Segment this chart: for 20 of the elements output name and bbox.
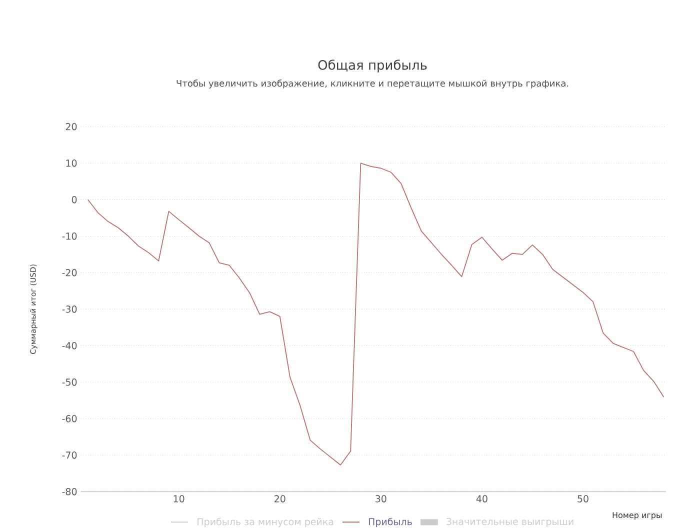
y-tick-label: -30 <box>62 306 77 313</box>
x-tick-label: 20 <box>274 495 286 503</box>
x-tick-label: 30 <box>376 495 386 503</box>
chart-title: Общая прибыль <box>318 60 427 73</box>
y-tick-label: -50 <box>62 378 77 386</box>
y-tick-label: -70 <box>62 452 77 459</box>
y-tick-label: -10 <box>62 232 77 240</box>
legend-label: Прибыль <box>368 518 412 528</box>
y-tick-label: 20 <box>66 123 77 130</box>
y-tick-label: -20 <box>62 269 77 276</box>
y-tick-label: -80 <box>62 488 77 496</box>
y-tick-label: 10 <box>66 160 77 167</box>
y-tick-label: -40 <box>62 342 77 350</box>
chart-subtitle: Чтобы увеличить изображение, кликните и перетащите мышкой внутрь графика. <box>176 80 568 89</box>
x-tick-label: 40 <box>476 495 488 503</box>
x-axis-title: Номер игры <box>612 512 662 520</box>
y-tick-label: 0 <box>72 196 77 204</box>
x-tick-label: 50 <box>578 495 588 503</box>
y-tick-label: -60 <box>62 415 77 422</box>
x-tick-label: 10 <box>174 495 184 503</box>
